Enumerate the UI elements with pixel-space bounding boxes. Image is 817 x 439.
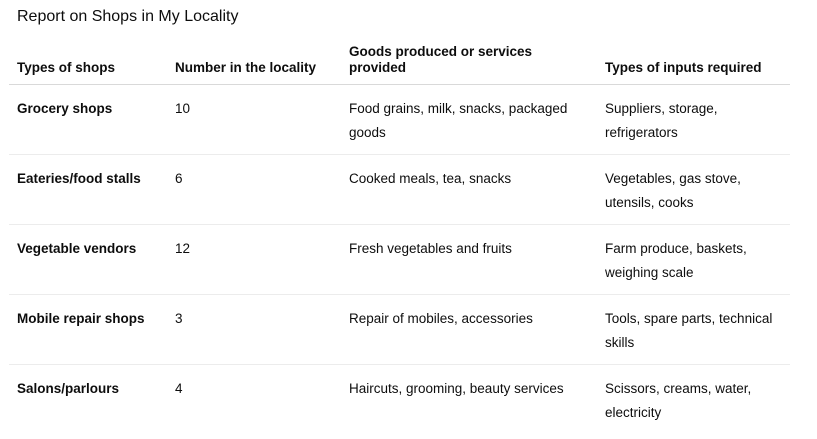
inputs-cell: Vegetables, gas stove, utensils, cooks — [597, 154, 790, 225]
count-cell: 12 — [167, 224, 341, 295]
table-row: Salons/parlours 4 Haircuts, grooming, beau… — [9, 365, 790, 435]
column-header: Types of inputs required — [597, 40, 790, 85]
goods-cell: Cooked meals, tea, snacks — [341, 154, 597, 225]
table-row: Eateries/food stalls 6 Cooked meals, tea, … — [9, 154, 790, 225]
shop-type-cell: Salons/parlours — [17, 381, 120, 396]
count-cell: 6 — [167, 154, 341, 225]
column-header: Types of shops — [9, 40, 167, 85]
count-cell: 3 — [167, 294, 341, 365]
inputs-cell: Suppliers, storage, refrigerators — [597, 84, 790, 155]
table-row: Vegetable vendors 12 Fresh vegetables and … — [9, 224, 790, 295]
page-title: Report on Shops in My Locality — [17, 8, 239, 25]
shops-table: Types of shops Number in the locality Go… — [9, 40, 790, 434]
table-row: Grocery shops 10 Food grains, milk, snacks… — [9, 84, 790, 155]
count-cell: 4 — [175, 381, 183, 396]
inputs-cell: Scissors, creams, water, electricity — [605, 381, 752, 420]
goods-cell: Fresh vegetables and fruits — [341, 224, 597, 295]
shop-type-cell: Grocery shops — [9, 84, 167, 155]
goods-cell: Food grains, milk, snacks, packaged good… — [341, 84, 597, 155]
shop-type-cell: Mobile repair shops — [9, 294, 167, 365]
goods-cell: Repair of mobiles, accessories — [341, 294, 597, 365]
inputs-cell: Farm produce, baskets, weighing scale — [597, 224, 790, 295]
table-row: Mobile repair shops 3 Repair of mobiles, a… — [9, 294, 790, 365]
column-header: Goods produced or services provided — [341, 40, 597, 85]
inputs-cell: Tools, spare parts, technical skills — [597, 294, 790, 365]
column-header: Number in the locality — [167, 40, 341, 85]
table-header-row: Types of shops Number in the locality Go… — [9, 40, 790, 85]
goods-cell: Haircuts, grooming, beauty services — [349, 381, 564, 396]
count-cell: 10 — [167, 84, 341, 155]
shop-type-cell: Vegetable vendors — [9, 224, 167, 295]
shop-type-cell: Eateries/food stalls — [9, 154, 167, 225]
